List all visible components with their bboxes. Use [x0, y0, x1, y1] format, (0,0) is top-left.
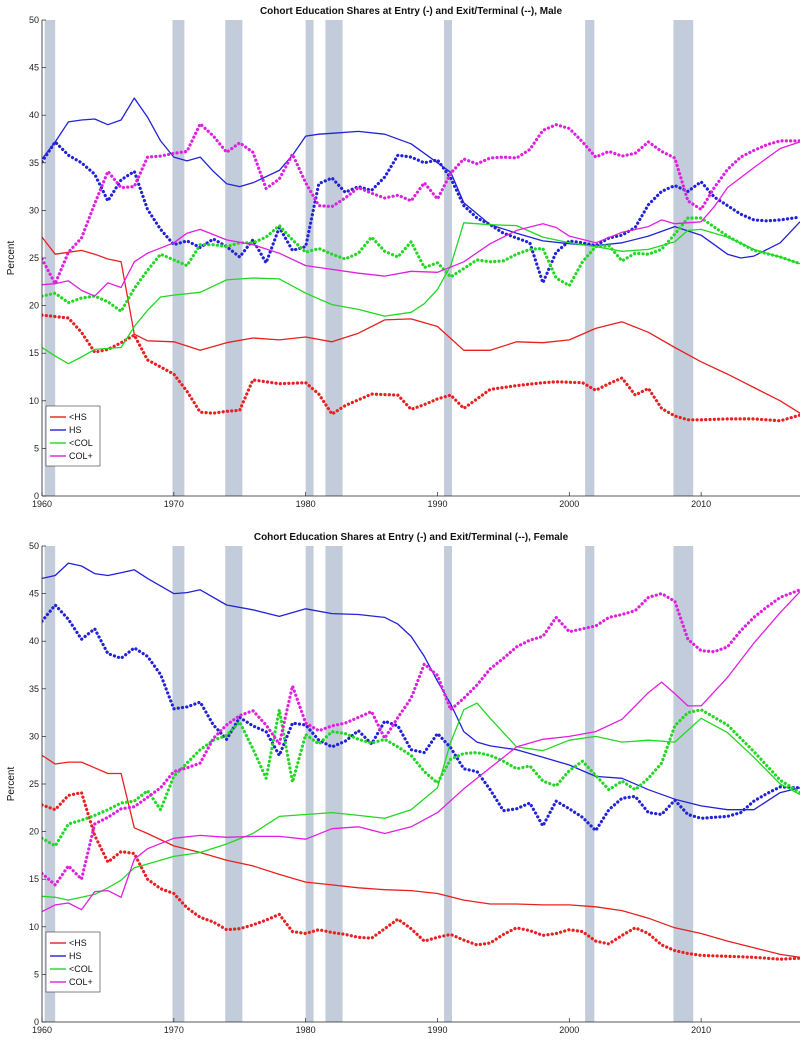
y-tick-label: 10 [29, 396, 39, 406]
male-chart-panel: Cohort Education Shares at Entry (-) and… [0, 0, 802, 525]
y-tick-label: 40 [29, 110, 39, 120]
y-tick-label: 0 [34, 1017, 39, 1027]
recession-band [325, 20, 343, 496]
male-chart: Cohort Education Shares at Entry (-) and… [6, 6, 800, 509]
y-tick-label: 35 [29, 158, 39, 168]
legend-label-lt-hs: <HS [69, 938, 87, 948]
recession-band [444, 546, 452, 1022]
recession-band [585, 546, 595, 1022]
series-line-lt-hs-entry [42, 754, 800, 958]
legend-label-col-plus: COL+ [69, 451, 93, 461]
x-tick-label: 1990 [427, 499, 447, 509]
series-line-lt-col-exit [42, 216, 800, 313]
series-line-col-plus-exit [42, 122, 800, 286]
x-tick-label: 1990 [427, 1025, 447, 1035]
y-tick-label: 25 [29, 253, 39, 263]
y-tick-label: 30 [29, 731, 39, 741]
recession-band [172, 20, 185, 496]
legend-label-lt-col: <COL [69, 438, 93, 448]
series-line-hs-entry [42, 97, 800, 259]
chart-title: Cohort Education Shares at Entry (-) and… [254, 532, 569, 543]
y-tick-label: 5 [34, 443, 39, 453]
series-line-col-plus-entry [42, 591, 800, 913]
legend-label-hs: HS [69, 951, 82, 961]
recession-band [673, 546, 694, 1022]
y-tick-label: 40 [29, 636, 39, 646]
recession-band [44, 20, 56, 496]
series-line-lt-col-entry [42, 702, 800, 901]
y-tick-label: 45 [29, 63, 39, 73]
series-line-hs-exit [42, 140, 800, 285]
recession-band [172, 546, 185, 1022]
y-tick-label: 35 [29, 684, 39, 694]
y-tick-label: 20 [29, 301, 39, 311]
x-tick-label: 1980 [296, 499, 316, 509]
recession-band [225, 546, 243, 1022]
x-tick-label: 2000 [559, 499, 579, 509]
recession-band [225, 20, 243, 496]
y-tick-label: 10 [29, 922, 39, 932]
x-tick-label: 1970 [164, 1025, 184, 1035]
series-line-lt-hs-exit [42, 313, 800, 423]
y-tick-label: 50 [29, 15, 39, 25]
legend-label-lt-col: <COL [69, 964, 93, 974]
series-line-lt-hs-entry [42, 236, 800, 414]
x-tick-label: 1980 [296, 1025, 316, 1035]
y-axis-label: Percent [6, 241, 17, 276]
x-tick-label: 1960 [32, 499, 52, 509]
recession-band [444, 20, 452, 496]
x-tick-label: 2010 [691, 499, 711, 509]
recession-band [305, 546, 314, 1022]
y-tick-label: 0 [34, 491, 39, 501]
y-tick-label: 5 [34, 969, 39, 979]
y-tick-label: 50 [29, 541, 39, 551]
y-tick-label: 20 [29, 827, 39, 837]
x-tick-label: 2000 [559, 1025, 579, 1035]
legend-label-hs: HS [69, 425, 82, 435]
recession-band [44, 546, 56, 1022]
series-line-lt-hs-exit [42, 791, 800, 961]
recession-band [305, 20, 314, 496]
x-tick-label: 2010 [691, 1025, 711, 1035]
series-line-lt-col-entry [42, 222, 800, 365]
y-tick-label: 30 [29, 205, 39, 215]
x-tick-label: 1960 [32, 1025, 52, 1035]
series-line-col-plus-entry [42, 141, 800, 297]
series-line-lt-col-exit [42, 708, 800, 848]
recession-band [585, 20, 595, 496]
y-tick-label: 25 [29, 779, 39, 789]
y-axis-label: Percent [6, 767, 17, 802]
legend-label-col-plus: COL+ [69, 977, 93, 987]
y-tick-label: 15 [29, 874, 39, 884]
series-line-col-plus-exit [42, 588, 800, 887]
series-line-hs-exit [42, 603, 800, 833]
female-chart-panel: Cohort Education Shares at Entry (-) and… [0, 526, 802, 1051]
x-tick-label: 1970 [164, 499, 184, 509]
y-tick-label: 15 [29, 348, 39, 358]
recession-band [673, 20, 694, 496]
female-chart: Cohort Education Shares at Entry (-) and… [6, 532, 800, 1035]
chart-title: Cohort Education Shares at Entry (-) and… [260, 6, 563, 17]
recession-band [325, 546, 343, 1022]
y-tick-label: 45 [29, 589, 39, 599]
legend-label-lt-hs: <HS [69, 412, 87, 422]
